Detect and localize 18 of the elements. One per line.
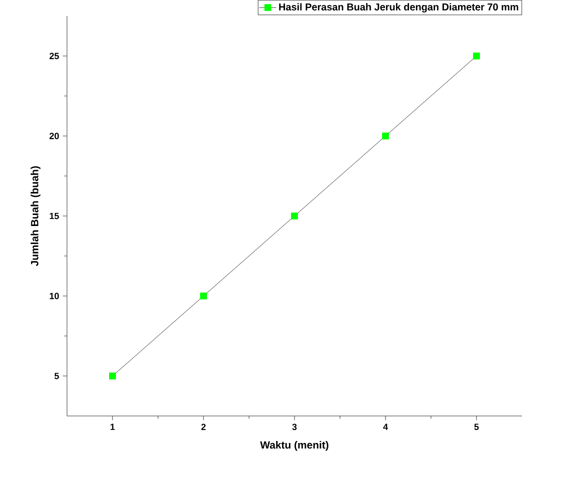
y-tick-label: 5 [54, 372, 59, 380]
point [109, 372, 116, 380]
x-tick-label: 5 [474, 424, 479, 430]
y-tick-label: 10 [50, 292, 59, 300]
legend-label: Hasil Perasan Buah Jeruk dengan Diameter 70 mm [279, 3, 518, 13]
x-tick-label: 3 [292, 424, 297, 430]
y-tick-label: 20 [50, 132, 59, 140]
y-tick-label: 25 [50, 52, 59, 60]
point [291, 212, 298, 220]
y-tick-label: 15 [50, 212, 59, 220]
point [473, 52, 480, 60]
x-axis-title: Waktu (menit) [260, 440, 328, 451]
point [382, 132, 389, 140]
x-tick-label: 2 [201, 424, 206, 430]
y-axis-title: Jumlah Buah (buah) [30, 166, 40, 266]
x-tick-label: 1 [110, 424, 115, 430]
point [200, 292, 207, 300]
x-tick-label: 4 [383, 424, 388, 430]
